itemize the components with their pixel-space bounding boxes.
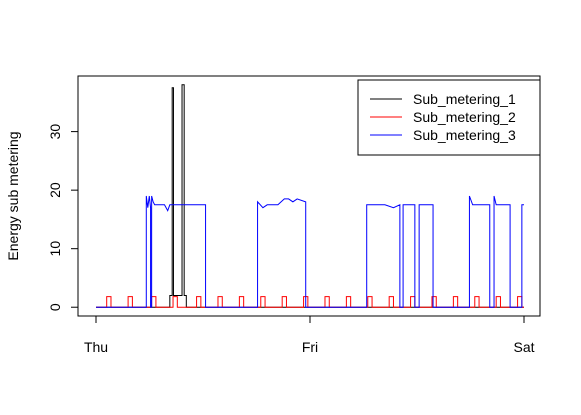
y-tick-label-0: 0: [47, 303, 63, 311]
y-axis-title: Energy sub metering: [5, 131, 21, 260]
legend-label-sub-metering-2: Sub_metering_2: [413, 109, 516, 125]
y-tick-label-30: 30: [47, 124, 63, 140]
series-line-sub-metering-3: [96, 195, 524, 308]
x-tick-label-fri: Fri: [302, 339, 318, 355]
y-axis: 0 10 20 30: [47, 124, 79, 311]
y-tick-label-20: 20: [47, 182, 63, 198]
x-axis: Thu Fri Sat: [84, 315, 535, 355]
legend-label-sub-metering-1: Sub_metering_1: [413, 91, 516, 107]
x-tick-label-thu: Thu: [84, 339, 108, 355]
x-tick-label-sat: Sat: [513, 339, 534, 355]
legend-label-sub-metering-3: Sub_metering_3: [413, 127, 516, 143]
legend: Sub_metering_1 Sub_metering_2 Sub_meteri…: [357, 79, 541, 156]
y-tick-label-10: 10: [47, 241, 63, 257]
series-line-sub-metering-1: [96, 84, 524, 308]
series-layer: [96, 84, 524, 308]
series-line-sub-metering-2: [96, 296, 524, 308]
